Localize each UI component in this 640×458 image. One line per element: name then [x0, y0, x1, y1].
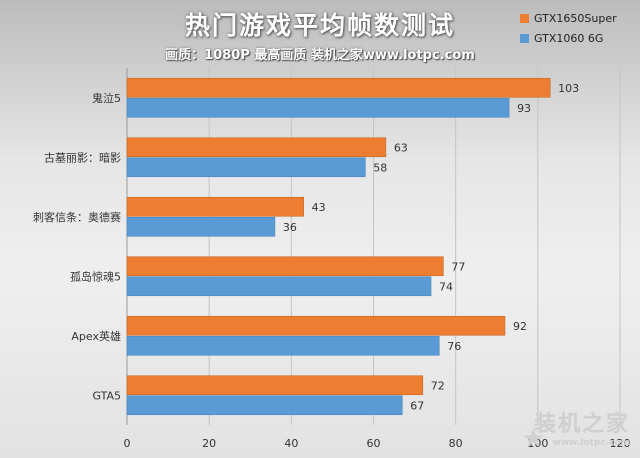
- data-label: 43: [312, 201, 326, 214]
- bar-gtx1650super: [126, 137, 387, 158]
- data-label: 103: [558, 82, 579, 95]
- data-label: 77: [451, 260, 465, 273]
- data-label: 36: [283, 221, 297, 234]
- bar-gtx1650super: [126, 256, 444, 277]
- data-label: 93: [517, 102, 531, 115]
- watermark: 装机之家 www.lotpc.com: [534, 406, 630, 448]
- watermark-url: www.lotpc.com: [552, 438, 630, 448]
- category-label: 孤岛惊魂5: [70, 269, 121, 283]
- bar-gtx1060: [126, 97, 510, 118]
- category-label: 鬼泣5: [92, 91, 121, 105]
- x-tick-label: 20: [202, 437, 216, 450]
- data-label: 67: [410, 399, 424, 412]
- legend-swatch-series-1: [520, 13, 529, 23]
- x-tick-label: 100: [527, 437, 548, 450]
- category-label: GTA5: [92, 389, 121, 402]
- bar-gtx1060: [126, 335, 440, 356]
- chart-subtitle: 画质：1080P 最高画质 装机之家www.lotpc.com: [165, 48, 475, 63]
- legend-label-series-1: GTX1650Super: [534, 11, 617, 25]
- legend-label-series-2: GTX1060 6G: [534, 31, 604, 45]
- x-tick-label: 40: [284, 437, 298, 450]
- bar-gtx1060: [126, 276, 432, 297]
- category-label: 刺客信条：奥德赛: [33, 210, 121, 224]
- watermark-star-icon: ★: [521, 424, 545, 454]
- bar-gtx1060: [126, 157, 366, 178]
- data-label: 63: [394, 141, 408, 154]
- watermark-text: 装机之家: [533, 412, 630, 437]
- data-label: 92: [513, 320, 527, 333]
- bar-gtx1650super: [126, 77, 551, 98]
- legend-item-series-2: GTX1060 6G: [520, 28, 617, 48]
- x-tick-label: 80: [449, 437, 463, 450]
- bar-gtx1060: [126, 216, 276, 237]
- bar-gtx1650super: [126, 375, 424, 396]
- legend-item-series-1: GTX1650Super: [520, 8, 617, 28]
- chart-title: 热门游戏平均帧数测试: [184, 11, 455, 40]
- data-label: 74: [439, 280, 453, 293]
- x-tick-label: 0: [124, 437, 131, 450]
- data-label: 58: [373, 161, 387, 174]
- category-label: Apex英雄: [71, 329, 121, 343]
- bar-gtx1650super: [126, 196, 304, 217]
- legend-swatch-series-2: [520, 33, 529, 43]
- bar-gtx1650super: [126, 315, 506, 336]
- x-tick-label: 120: [610, 437, 631, 450]
- x-tick-label: 60: [367, 437, 381, 450]
- bar-gtx1060: [126, 395, 403, 416]
- data-label: 72: [431, 379, 445, 392]
- data-label: 76: [447, 340, 461, 353]
- category-label: 古墓丽影：暗影: [44, 150, 121, 164]
- legend: GTX1650Super GTX1060 6G: [520, 8, 617, 48]
